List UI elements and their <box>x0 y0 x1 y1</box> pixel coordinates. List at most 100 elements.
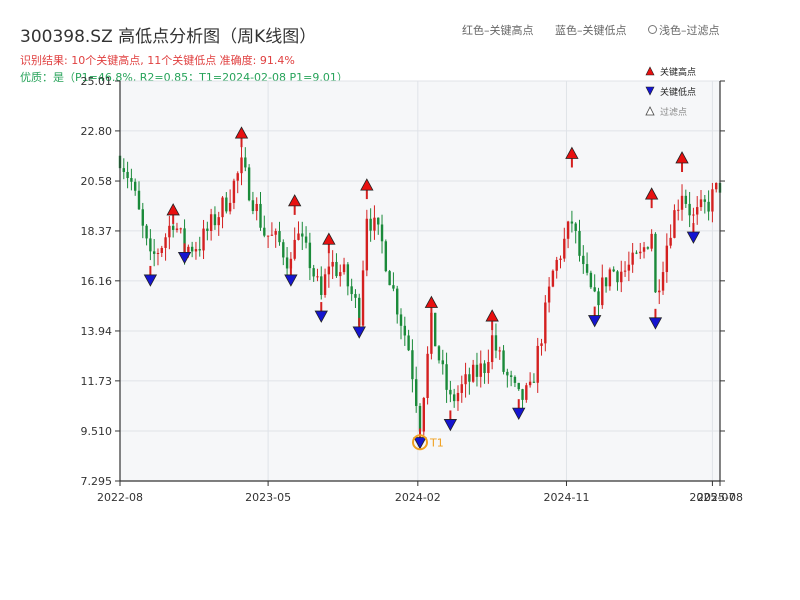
key-high-marker <box>424 295 439 308</box>
candle-body <box>164 237 167 248</box>
candle-body <box>616 271 619 283</box>
candle-body <box>168 225 171 238</box>
candle-body <box>388 271 391 286</box>
candle-body <box>684 195 688 204</box>
candle-body <box>711 189 714 212</box>
y-tick-label: 9.510 <box>81 425 113 438</box>
key-high-marker <box>166 203 180 216</box>
key-low-marker <box>512 407 526 420</box>
candle-body <box>263 227 266 236</box>
pivot-markers: T1 <box>143 126 701 451</box>
candle-body <box>149 238 152 252</box>
candle-body <box>517 382 520 390</box>
candle-body <box>152 251 156 254</box>
key-low-marker <box>648 317 663 330</box>
candle-body <box>540 343 543 346</box>
candle-body <box>589 272 593 288</box>
candle-body <box>251 200 255 212</box>
candle-body <box>179 228 182 230</box>
candle-body <box>483 363 486 374</box>
candle-body <box>285 257 289 269</box>
candle-body <box>160 247 163 253</box>
candle-body <box>350 286 353 295</box>
candle-body <box>213 214 217 226</box>
candle-body <box>578 230 581 256</box>
candle-body <box>620 271 623 283</box>
candle-body <box>452 394 456 402</box>
y-tick-label: 7.295 <box>81 475 113 488</box>
candle-body <box>715 182 718 190</box>
top-legend: 红色–关键高点 蓝色–关键低点 浅色–过滤点 <box>462 22 738 38</box>
y-tick-label: 13.94 <box>81 325 113 338</box>
candle-body <box>156 252 160 254</box>
candle-body <box>479 363 482 377</box>
candles <box>118 143 722 440</box>
candle-body <box>528 381 532 386</box>
candle-body <box>342 264 346 273</box>
candle-body <box>354 294 357 298</box>
candle-body <box>240 157 243 174</box>
candle-body <box>323 274 327 295</box>
candle-body <box>475 364 479 377</box>
candle-body <box>525 385 528 400</box>
candle-body <box>677 209 680 211</box>
candle-body <box>304 236 308 243</box>
candle-body <box>566 221 570 239</box>
candle-body <box>601 277 604 306</box>
candle-body <box>194 249 198 252</box>
key-low-marker <box>143 274 158 287</box>
candle-body <box>506 371 509 376</box>
candle-body <box>673 210 676 238</box>
key-low-marker <box>177 251 192 265</box>
key-low-marker <box>443 419 458 432</box>
key-low-marker <box>284 274 298 287</box>
candle-body <box>316 276 319 278</box>
candle-body <box>635 252 638 254</box>
candle-body <box>627 264 631 271</box>
candle-body <box>563 238 566 259</box>
candle-body <box>297 233 300 240</box>
key-low-marker <box>352 326 366 339</box>
candle-body <box>445 364 448 390</box>
candle-body <box>130 178 133 182</box>
candle-body <box>555 259 558 271</box>
key-high-marker <box>234 126 249 139</box>
candle-body <box>696 207 699 215</box>
candle-body <box>358 297 361 326</box>
candle-body <box>593 287 596 292</box>
candle-body <box>278 231 281 243</box>
x-tick-label: 2025-07 <box>689 491 735 504</box>
candle-body <box>365 218 369 271</box>
candle-body <box>411 350 414 380</box>
candle-body <box>327 266 331 275</box>
candle-body <box>384 241 388 272</box>
y-tick-label: 25.01 <box>81 75 113 88</box>
candle-body <box>532 381 536 383</box>
candle-body <box>407 335 410 351</box>
candle-body <box>574 223 577 231</box>
candle-body <box>631 252 634 265</box>
x-tick-label: 2025-08 <box>697 491 743 504</box>
y-tick-label: 11.73 <box>81 375 113 388</box>
candle-body <box>692 214 695 216</box>
candle-body <box>703 199 707 202</box>
y-tick-label: 20.58 <box>81 175 113 188</box>
key-high-marker <box>675 151 689 164</box>
candle-body <box>707 201 710 212</box>
candle-body <box>642 247 646 252</box>
candle-body <box>209 214 213 231</box>
key-low-marker <box>413 437 427 450</box>
candle-body <box>513 376 517 383</box>
candle-body <box>699 199 703 208</box>
candle-body <box>418 405 422 432</box>
key-high-marker <box>288 194 302 207</box>
candle-body <box>282 242 285 258</box>
candle-body <box>650 233 653 249</box>
candle-body <box>228 202 232 212</box>
candle-body <box>487 362 490 374</box>
candle-body <box>274 231 277 235</box>
candle-body <box>468 374 471 382</box>
x-tick-label: 2024-11 <box>543 491 589 504</box>
candle-body <box>437 346 441 361</box>
candle-body <box>141 209 144 226</box>
